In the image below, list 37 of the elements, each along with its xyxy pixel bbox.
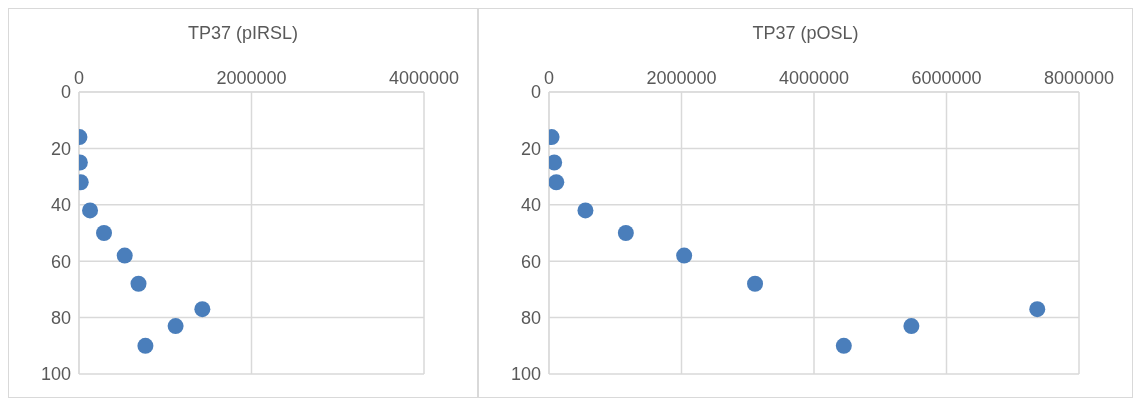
y-tick-label: 0 (530, 82, 541, 103)
x-tick-label: 6000000 (911, 68, 982, 88)
y-tick-label: 20 (50, 138, 71, 159)
point (577, 202, 594, 219)
x-tick-label: 8000000 (1043, 68, 1115, 88)
point (676, 247, 693, 264)
point (617, 225, 634, 241)
x-tick-label: 0 (543, 68, 555, 88)
point (835, 337, 852, 354)
y-tick-label: 40 (520, 195, 541, 216)
chart-title: TP37 (pOSL) (751, 23, 860, 44)
y-tick-label: 80 (50, 307, 71, 328)
y-tick-label: 100 (510, 364, 541, 385)
point (747, 275, 764, 292)
x-tick-label: 4000000 (778, 68, 850, 88)
x-tick-label: 0 (73, 68, 85, 88)
point (130, 275, 147, 292)
y-tick-label: 40 (50, 195, 71, 216)
y-tick-label: 0 (60, 82, 71, 103)
y-tick-label: 60 (50, 251, 71, 272)
point (903, 318, 920, 335)
x-tick-label: 2000000 (646, 68, 717, 88)
point (1029, 301, 1046, 318)
point (167, 318, 184, 335)
y-tick-label: 100 (40, 364, 71, 385)
point (137, 337, 154, 354)
point (82, 202, 99, 219)
y-tick-label: 80 (520, 307, 541, 328)
point (116, 247, 133, 264)
x-tick-label: 4000000 (388, 68, 460, 88)
point (549, 174, 565, 191)
x-tick-label: 2000000 (216, 68, 287, 88)
y-tick-label: 20 (520, 138, 541, 159)
chart-title: TP37 (pIRSL) (186, 23, 299, 44)
y-tick-label: 60 (520, 251, 541, 272)
point (194, 301, 211, 318)
point (96, 225, 113, 241)
